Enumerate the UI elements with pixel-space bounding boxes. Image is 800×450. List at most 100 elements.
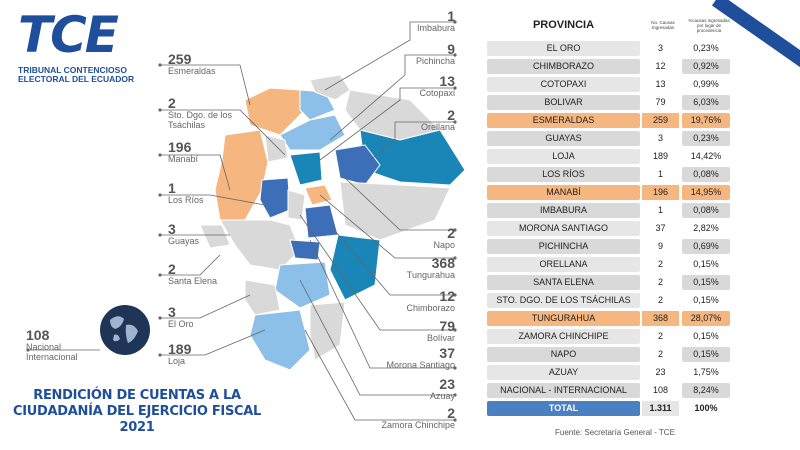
- callout-name: Napo: [433, 240, 455, 250]
- count-cell: 2: [657, 259, 663, 270]
- table-row: PICHINCHA 9 0,69%: [487, 238, 732, 256]
- table-row: CHIMBORAZO 12 0,92%: [487, 58, 732, 76]
- count-cell: 2: [657, 295, 663, 306]
- count-cell: 3: [657, 133, 663, 144]
- pct-cell: 0,15%: [693, 331, 719, 342]
- logo-line-1: TRIBUNAL CONTENCIOSO: [18, 65, 127, 75]
- callout-count: 3: [168, 304, 176, 320]
- pct-cell: 14,95%: [682, 185, 730, 201]
- callout-name: Sto. Dgo. de los Tsáchilas: [168, 110, 233, 130]
- callout-zamora: 2 Zamora Chinchipe: [365, 406, 455, 430]
- count-cell: 9: [657, 241, 663, 252]
- callout-name: Orellana: [420, 122, 455, 132]
- callout-orellana: 2 Orellana: [405, 108, 455, 132]
- table-header: PROVINCIA No. Causas Ingresadas %causas …: [487, 10, 732, 40]
- pct-cell: 19,76%: [682, 113, 730, 129]
- count-cell: 23: [655, 367, 666, 378]
- callout-name: Imbabura: [416, 23, 455, 33]
- table-row: MORONA SANTIAGO 37 2,82%: [487, 220, 732, 238]
- ecuador-map: [150, 70, 480, 410]
- report-title: RENDICIÓN DE CUENTAS A LA CIUDADANÍA DEL…: [12, 388, 262, 436]
- map-esmeraldas: [244, 87, 311, 136]
- table-body: EL ORO 3 0,23% CHIMBORAZO 12 0,92% COTOPAXI 13 0…: [487, 40, 732, 400]
- province-cell: EL ORO: [487, 41, 640, 57]
- callout-count: 259: [168, 51, 192, 67]
- total-count: 1.311: [642, 401, 679, 417]
- report-title-line-3: 2021: [119, 420, 155, 435]
- pct-cell: 0,15%: [682, 275, 730, 291]
- table-row: GUAYAS 3 0,23%: [487, 130, 732, 148]
- pct-cell: 6,03%: [682, 95, 730, 111]
- pct-cell: 14,42%: [690, 151, 722, 162]
- callout-count: 368: [431, 255, 455, 271]
- callout-esmeraldas: 259 Esmeraldas: [168, 52, 216, 76]
- table-row: BOLIVAR 79 6,03%: [487, 94, 732, 112]
- table-row: IMBABURA 1 0,08%: [487, 202, 732, 220]
- callout-name: El Oro: [168, 319, 194, 329]
- table-row: AZUAY 23 1,75%: [487, 364, 732, 382]
- province-cell: ZAMORA CHINCHIPE: [487, 329, 640, 345]
- callout-count: 79: [439, 318, 455, 334]
- table-row: ORELLANA 2 0,15%: [487, 256, 732, 274]
- callout-morona: 37 Morona Santiago: [370, 346, 455, 370]
- count-cell: 108: [652, 385, 669, 396]
- callout-count: 108: [26, 327, 50, 343]
- table-row: EL ORO 3 0,23%: [487, 40, 732, 58]
- province-cell: MANABÍ: [487, 185, 640, 201]
- callout-santaelena: 2 Santa Elena: [168, 262, 217, 286]
- count-cell: 12: [655, 61, 666, 72]
- callout-tungurahua: 368 Tungurahua: [385, 256, 455, 280]
- callout-count: 2: [447, 225, 455, 241]
- count-cell: 368: [642, 311, 679, 327]
- report-title-line-1: RENDICIÓN DE CUENTAS A LA: [33, 388, 241, 403]
- callout-count: 1: [447, 8, 455, 24]
- count-cell: 13: [655, 79, 666, 90]
- province-cell: MORONA SANTIAGO: [487, 221, 640, 237]
- pct-cell: 2,82%: [693, 223, 719, 234]
- pct-cell: 8,24%: [682, 383, 730, 399]
- count-cell: 189: [652, 151, 669, 162]
- callout-count: 9: [447, 41, 455, 57]
- callout-count: 23: [439, 376, 455, 392]
- pct-cell: 0,23%: [693, 43, 719, 54]
- map-losrios: [259, 177, 291, 219]
- callout-manabi: 196 Manabí: [168, 140, 198, 164]
- report-title-line-2: CIUDADANÍA DEL EJERCICIO FISCAL: [12, 404, 262, 419]
- callout-count: 2: [447, 107, 455, 123]
- ecuador-map-svg: [199, 74, 466, 371]
- callout-name: Tungurahua: [406, 270, 455, 280]
- province-cell: GUAYAS: [487, 131, 640, 147]
- count-cell: 2: [657, 349, 663, 360]
- callout-name: Cotopaxi: [419, 88, 455, 98]
- pct-cell: 0,15%: [693, 295, 719, 306]
- header-count: No. Causas Ingresadas: [651, 20, 675, 30]
- province-cell: IMBABURA: [487, 203, 640, 219]
- province-table: PROVINCIA No. Causas Ingresadas %causas …: [487, 10, 732, 418]
- logo-text: TRIBUNAL CONTENCIOSO ELECTORAL DEL ECUAD…: [18, 66, 148, 84]
- map-pastaza: [339, 181, 451, 241]
- callout-chimborazo: 12 Chimborazo: [385, 289, 455, 313]
- table-row: LOS RÍOS 1 0,08%: [487, 166, 732, 184]
- callout-guayas: 3 Guayas: [168, 222, 199, 246]
- callout-azuay: 23 Azuay: [385, 377, 455, 401]
- callout-count: 13: [439, 73, 455, 89]
- callout-name: Azuay: [429, 391, 455, 401]
- callout-loja: 189 Loja: [168, 342, 191, 366]
- province-cell: ORELLANA: [487, 257, 640, 273]
- table-total-row: TOTAL 1.311 100%: [487, 400, 732, 418]
- callout-name: Morona Santiago: [386, 360, 455, 370]
- callout-losrios: 1 Los Ríos: [168, 181, 204, 205]
- header-pct: %causas ingresadas por lugar de proceden…: [688, 17, 730, 33]
- map-napo: [334, 144, 381, 186]
- count-cell: 37: [655, 223, 666, 234]
- tce-logo: TCE TRIBUNAL CONTENCIOSO ELECTORAL DEL E…: [18, 10, 148, 84]
- table-row: NACIONAL - INTERNACIONAL 108 8,24%: [487, 382, 732, 400]
- callout-name: Zamora Chinchipe: [381, 420, 455, 430]
- source-note: Fuente: Secretaría General - TCE: [555, 428, 675, 437]
- province-cell: SANTA ELENA: [487, 275, 640, 291]
- count-cell: 259: [642, 113, 679, 129]
- callout-name: Chimborazo: [406, 303, 455, 313]
- count-cell: 79: [655, 97, 666, 108]
